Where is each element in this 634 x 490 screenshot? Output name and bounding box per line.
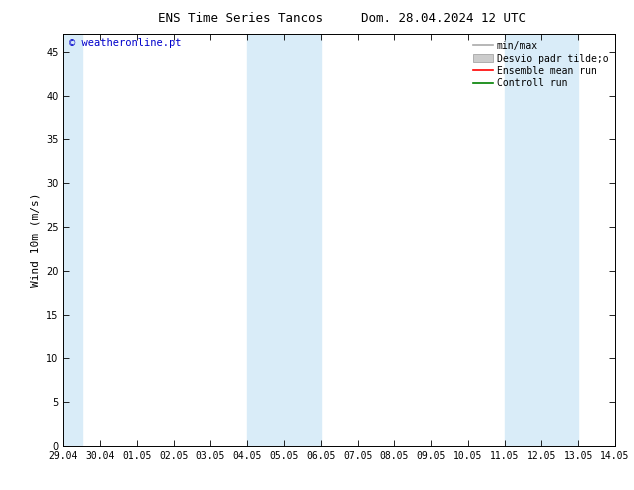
Bar: [63, 34, 82, 446]
Text: © weatheronline.pt: © weatheronline.pt: [69, 38, 181, 49]
Y-axis label: Wind 10m (m/s): Wind 10m (m/s): [30, 193, 41, 287]
Bar: [247, 34, 321, 446]
Text: Dom. 28.04.2024 12 UTC: Dom. 28.04.2024 12 UTC: [361, 12, 526, 25]
Bar: [505, 34, 578, 446]
Legend: min/max, Desvio padr tilde;o, Ensemble mean run, Controll run: min/max, Desvio padr tilde;o, Ensemble m…: [469, 37, 612, 92]
Text: ENS Time Series Tancos: ENS Time Series Tancos: [158, 12, 323, 25]
